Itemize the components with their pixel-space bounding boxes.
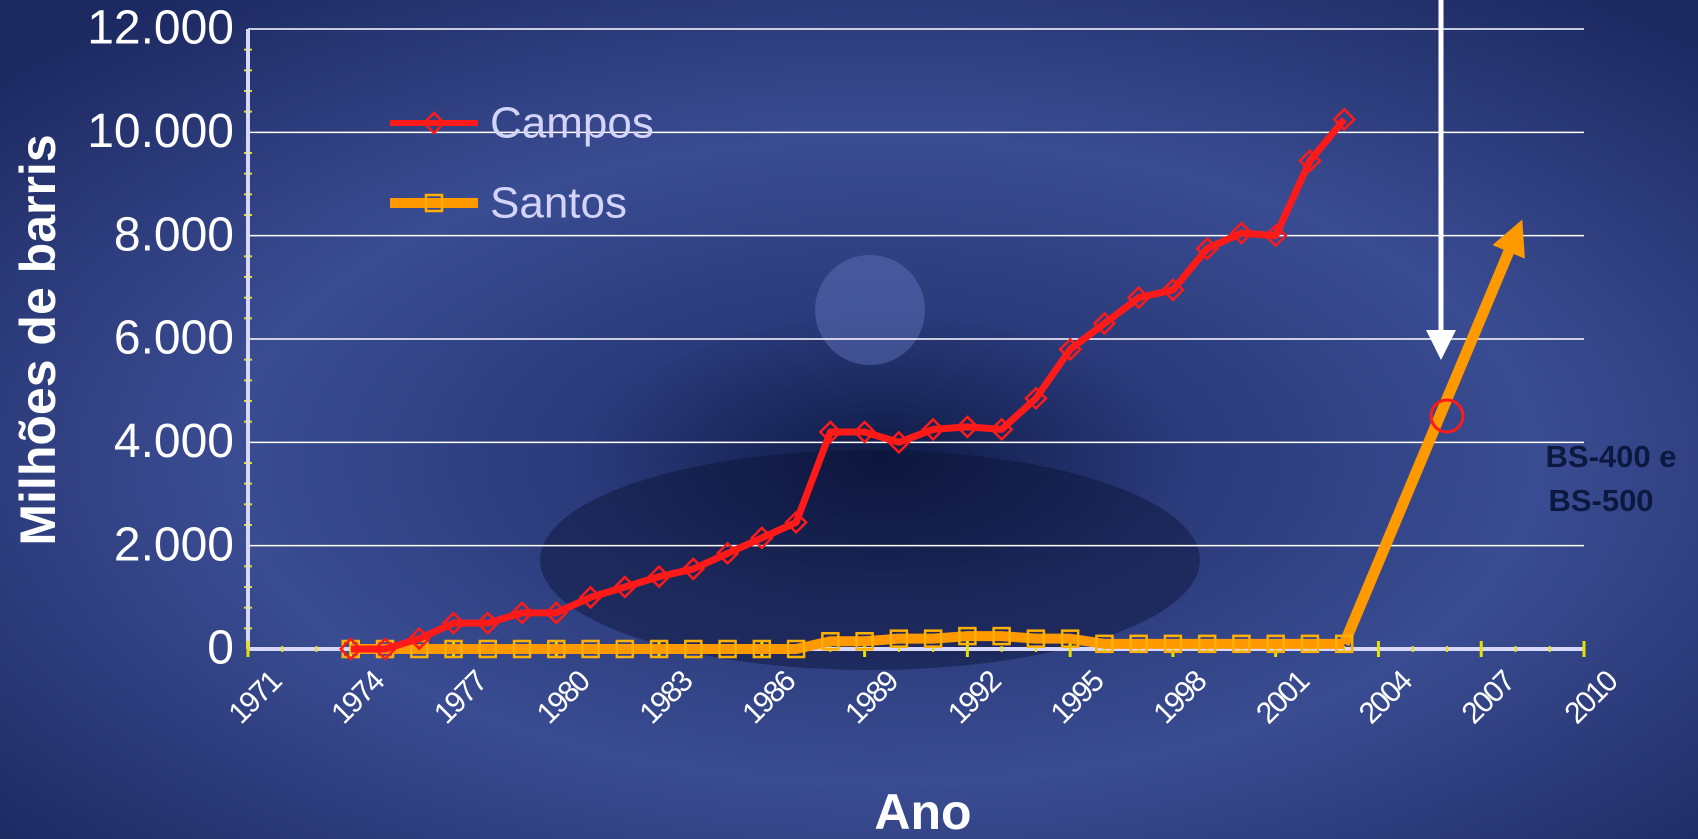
data-point (407, 626, 432, 651)
data-point (784, 510, 808, 535)
data-point (1263, 223, 1288, 248)
data-point (1232, 634, 1251, 654)
data-point (1026, 629, 1046, 648)
data-point (478, 639, 498, 659)
data-point (1024, 386, 1048, 411)
data-point (547, 639, 566, 659)
series-line (350, 631, 1345, 654)
data-point (681, 557, 706, 581)
data-point (339, 637, 363, 661)
data-point (1095, 634, 1114, 654)
data-point (1266, 634, 1285, 654)
data-point (786, 639, 806, 659)
data-point (1058, 337, 1082, 362)
data-point (647, 564, 671, 589)
data-point (444, 639, 463, 659)
data-point (1334, 634, 1354, 654)
legend-label: Campos (490, 99, 654, 148)
data-point (1161, 278, 1185, 302)
data-point (923, 629, 943, 648)
data-point (955, 415, 980, 439)
data-point (821, 632, 840, 651)
y-tick-label: 12.000 (87, 2, 234, 55)
data-point (684, 639, 703, 659)
data-point (578, 585, 603, 610)
data-point (1060, 629, 1080, 648)
data-point (750, 526, 774, 550)
data-point (512, 639, 532, 659)
data-point (1126, 285, 1151, 310)
data-point (855, 632, 874, 651)
data-point (613, 575, 637, 599)
data-point (441, 611, 466, 635)
data-point (1092, 311, 1117, 336)
data-point (715, 541, 740, 566)
legend-marker (422, 111, 446, 135)
y-tick-label: 4.000 (114, 415, 234, 468)
data-point (649, 639, 669, 659)
series-line (350, 117, 1347, 653)
data-point (1195, 236, 1219, 261)
y-tick-label: 8.000 (114, 208, 234, 261)
y-tick-label: 6.000 (114, 312, 234, 365)
data-point (989, 417, 1014, 442)
x-axis-label: Ano (874, 784, 971, 839)
data-point (1332, 107, 1356, 132)
data-point (852, 420, 877, 444)
data-point (615, 639, 635, 659)
data-point (958, 626, 977, 646)
data-point (544, 601, 569, 625)
annotation: BS-500 (1548, 483, 1653, 518)
data-point (1129, 634, 1148, 654)
data-point (581, 639, 600, 659)
data-point (887, 430, 911, 455)
data-point (992, 626, 1011, 646)
data-point (1298, 148, 1322, 173)
y-tick-label: 10.000 (87, 105, 234, 158)
legend-label: Santos (490, 179, 627, 228)
ripple (540, 450, 1200, 670)
data-point (476, 611, 500, 635)
data-point (921, 417, 945, 442)
data-point (1197, 634, 1217, 654)
data-point (752, 639, 772, 659)
y-tick-label: 2.000 (114, 518, 234, 571)
highlight-circle (1429, 398, 1465, 434)
droplet (815, 255, 925, 365)
annotation: BS-400 e (1546, 439, 1677, 474)
data-point (373, 637, 397, 661)
projection (1339, 219, 1525, 646)
data-point (718, 639, 737, 659)
data-point (1229, 221, 1254, 245)
y-tick-label: 0 (207, 622, 234, 675)
data-point (1300, 634, 1320, 654)
y-axis-label: Milhões de barris (10, 134, 66, 545)
data-point (889, 629, 909, 648)
data-point (510, 601, 534, 625)
data-point (1163, 634, 1183, 654)
legend-marker (424, 193, 444, 213)
data-point (818, 420, 843, 444)
